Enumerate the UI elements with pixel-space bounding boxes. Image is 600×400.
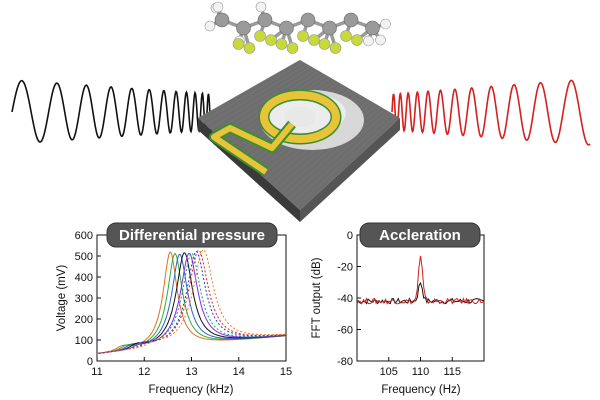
chart1-title: Differential pressure: [119, 227, 265, 244]
chip-texture-line: [201, 62, 304, 122]
chart2-title-badge: [359, 222, 481, 248]
y-tick-label: 300: [75, 293, 93, 305]
y-tick-label: -40: [337, 293, 353, 305]
y-tick-label: 0: [87, 356, 93, 368]
chart1-series-line: [96, 250, 286, 354]
chip-texture-line: [205, 64, 308, 126]
fluorine-atom: [318, 38, 331, 50]
chart1-series-group: [96, 249, 287, 354]
hydrogen-atom: [375, 34, 386, 46]
chart2-ylabel: FFT output (dB): [311, 257, 323, 338]
chip-texture-line: [288, 111, 389, 200]
x-tick-label: 13: [185, 366, 197, 378]
y-tick-label: 500: [75, 251, 93, 263]
x-tick-label: 110: [412, 366, 430, 378]
chart1-series-line: [96, 252, 286, 354]
chart1-title-badge: [106, 222, 278, 248]
chip-texture-line: [295, 115, 397, 207]
hydrogen-atom: [212, 1, 224, 13]
y-tick-label: -60: [337, 325, 353, 337]
y-tick-label: 200: [75, 314, 93, 326]
chart2-title: Accleration: [379, 227, 461, 244]
y-tick-label: 100: [75, 335, 93, 347]
carbon-atom: [365, 20, 380, 36]
electrode-center: [284, 107, 316, 127]
y-tick-label: 0: [347, 230, 353, 242]
chip-texture-line: [280, 106, 381, 193]
x-tick-label: 115: [443, 366, 461, 378]
carbon-atom: [343, 12, 359, 28]
output-sine-wave: [391, 79, 591, 146]
hydrogen-atom: [380, 18, 391, 30]
acceleration-chart: 0-20-40-60-80 105 110 115 FFT output (dB) …: [311, 222, 485, 396]
chart2-y-ticks: 0 -20 -40 -60 -80: [337, 230, 361, 368]
hydrogen-atom: [204, 20, 216, 32]
fluorinated-alkane-molecule-icon: [204, 1, 391, 54]
carbon-atom: [236, 20, 251, 36]
carbon-atom: [279, 20, 294, 36]
input-sine-wave: [11, 79, 213, 143]
carbon-atom: [214, 12, 230, 28]
fluorine-atom: [297, 30, 309, 42]
hydrogen-atom: [255, 1, 267, 13]
chart2-series-group: [356, 255, 485, 305]
y-tick-label: -80: [337, 356, 353, 368]
fluorine-atom: [308, 34, 320, 46]
carbon-atom: [322, 20, 337, 36]
chip-texture-line: [213, 68, 316, 133]
chart2-plot-frame: [356, 234, 485, 362]
chart2-xlabel: Frequency (Hz): [381, 384, 460, 396]
chart1-y-ticks: 0 100 200 300 400 500 600: [75, 230, 101, 368]
chart2-series-line: [356, 255, 485, 305]
chip-texture-line: [284, 108, 385, 197]
chip-texture-line: [209, 66, 312, 129]
chip-texture-line: [291, 113, 393, 204]
hydrogen-atom: [363, 35, 374, 47]
fluorine-atom: [254, 30, 266, 42]
x-tick-label: 14: [233, 366, 245, 378]
chart2-x-ticks: 105 110 115: [380, 357, 461, 378]
carbon-atom: [300, 12, 316, 28]
fluorine-atom: [243, 42, 256, 54]
chip-side-right: [300, 118, 400, 222]
resonator-chip-icon: [197, 59, 400, 222]
electrode-trace-gold: [211, 122, 295, 175]
y-tick-label: 400: [75, 272, 93, 284]
y-tick-label: 600: [75, 230, 93, 242]
fluorine-atom: [351, 34, 363, 46]
differential-pressure-chart: 0 100 200 300 400 500 600 11 12 13 14 15 Voltage (…: [56, 222, 292, 396]
x-tick-label: 11: [91, 366, 102, 378]
fluorine-atom: [286, 42, 299, 54]
chip-texture-line: [197, 59, 301, 119]
fluorine-atom: [329, 42, 342, 54]
fluorine-atom: [265, 34, 277, 46]
x-tick-label: 15: [280, 366, 292, 378]
fluorine-atom: [340, 30, 352, 42]
y-tick-label: -20: [337, 262, 353, 274]
carbon-atom: [257, 12, 273, 28]
fluorine-atom: [232, 38, 245, 50]
chart1-ylabel: Voltage (mV): [56, 265, 68, 332]
x-tick-label: 105: [380, 366, 398, 378]
fluorine-atom: [275, 38, 288, 50]
chart1-x-ticks: 11 12 13 14 15: [91, 357, 292, 378]
electrode-ring-gold: [260, 91, 340, 143]
chart1-xlabel: Frequency (kHz): [149, 384, 234, 396]
x-tick-label: 12: [138, 366, 150, 378]
